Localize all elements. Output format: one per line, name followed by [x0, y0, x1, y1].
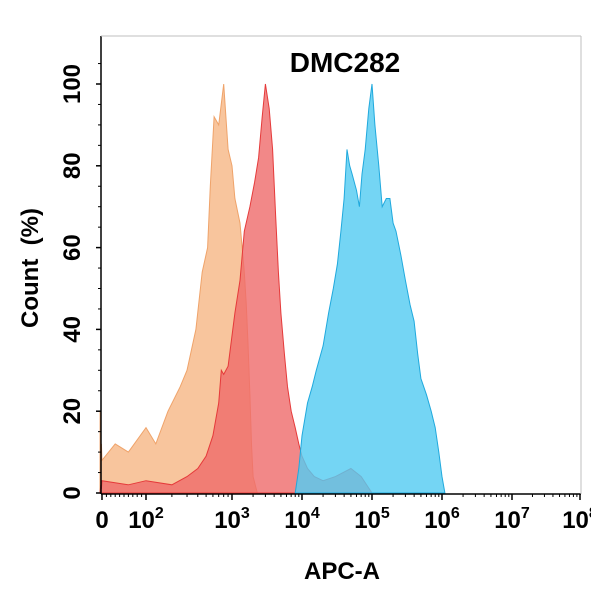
chart-title: DMC282	[290, 47, 400, 78]
y-tick-label: 100	[59, 64, 86, 104]
axes-layer	[96, 35, 582, 500]
x-axis-title: APC-A	[304, 558, 380, 585]
series-layer	[99, 83, 446, 494]
y-tick-label: 20	[59, 398, 86, 425]
x-tick-label: 0	[95, 507, 108, 534]
x-tick-label: 103	[214, 505, 250, 534]
x-tick-label: 108	[562, 505, 591, 534]
y-tick-label: 0	[59, 486, 86, 499]
y-tick-label: 80	[59, 152, 86, 179]
histogram-series-3	[294, 83, 446, 494]
x-tick-label: 104	[284, 505, 320, 534]
y-axis-title: Count (%)	[17, 208, 44, 328]
x-tick-label: 106	[424, 505, 460, 534]
x-tick-label: 105	[354, 505, 390, 534]
y-tick-label: 40	[59, 316, 86, 343]
y-tick-label: 60	[59, 234, 86, 261]
text-layer: DMC282 APC-A Count (%) 0 20 40 60 80 100 0 102 1…	[17, 47, 591, 585]
x-tick-label: 102	[128, 505, 164, 534]
x-tick-label: 107	[494, 505, 530, 534]
